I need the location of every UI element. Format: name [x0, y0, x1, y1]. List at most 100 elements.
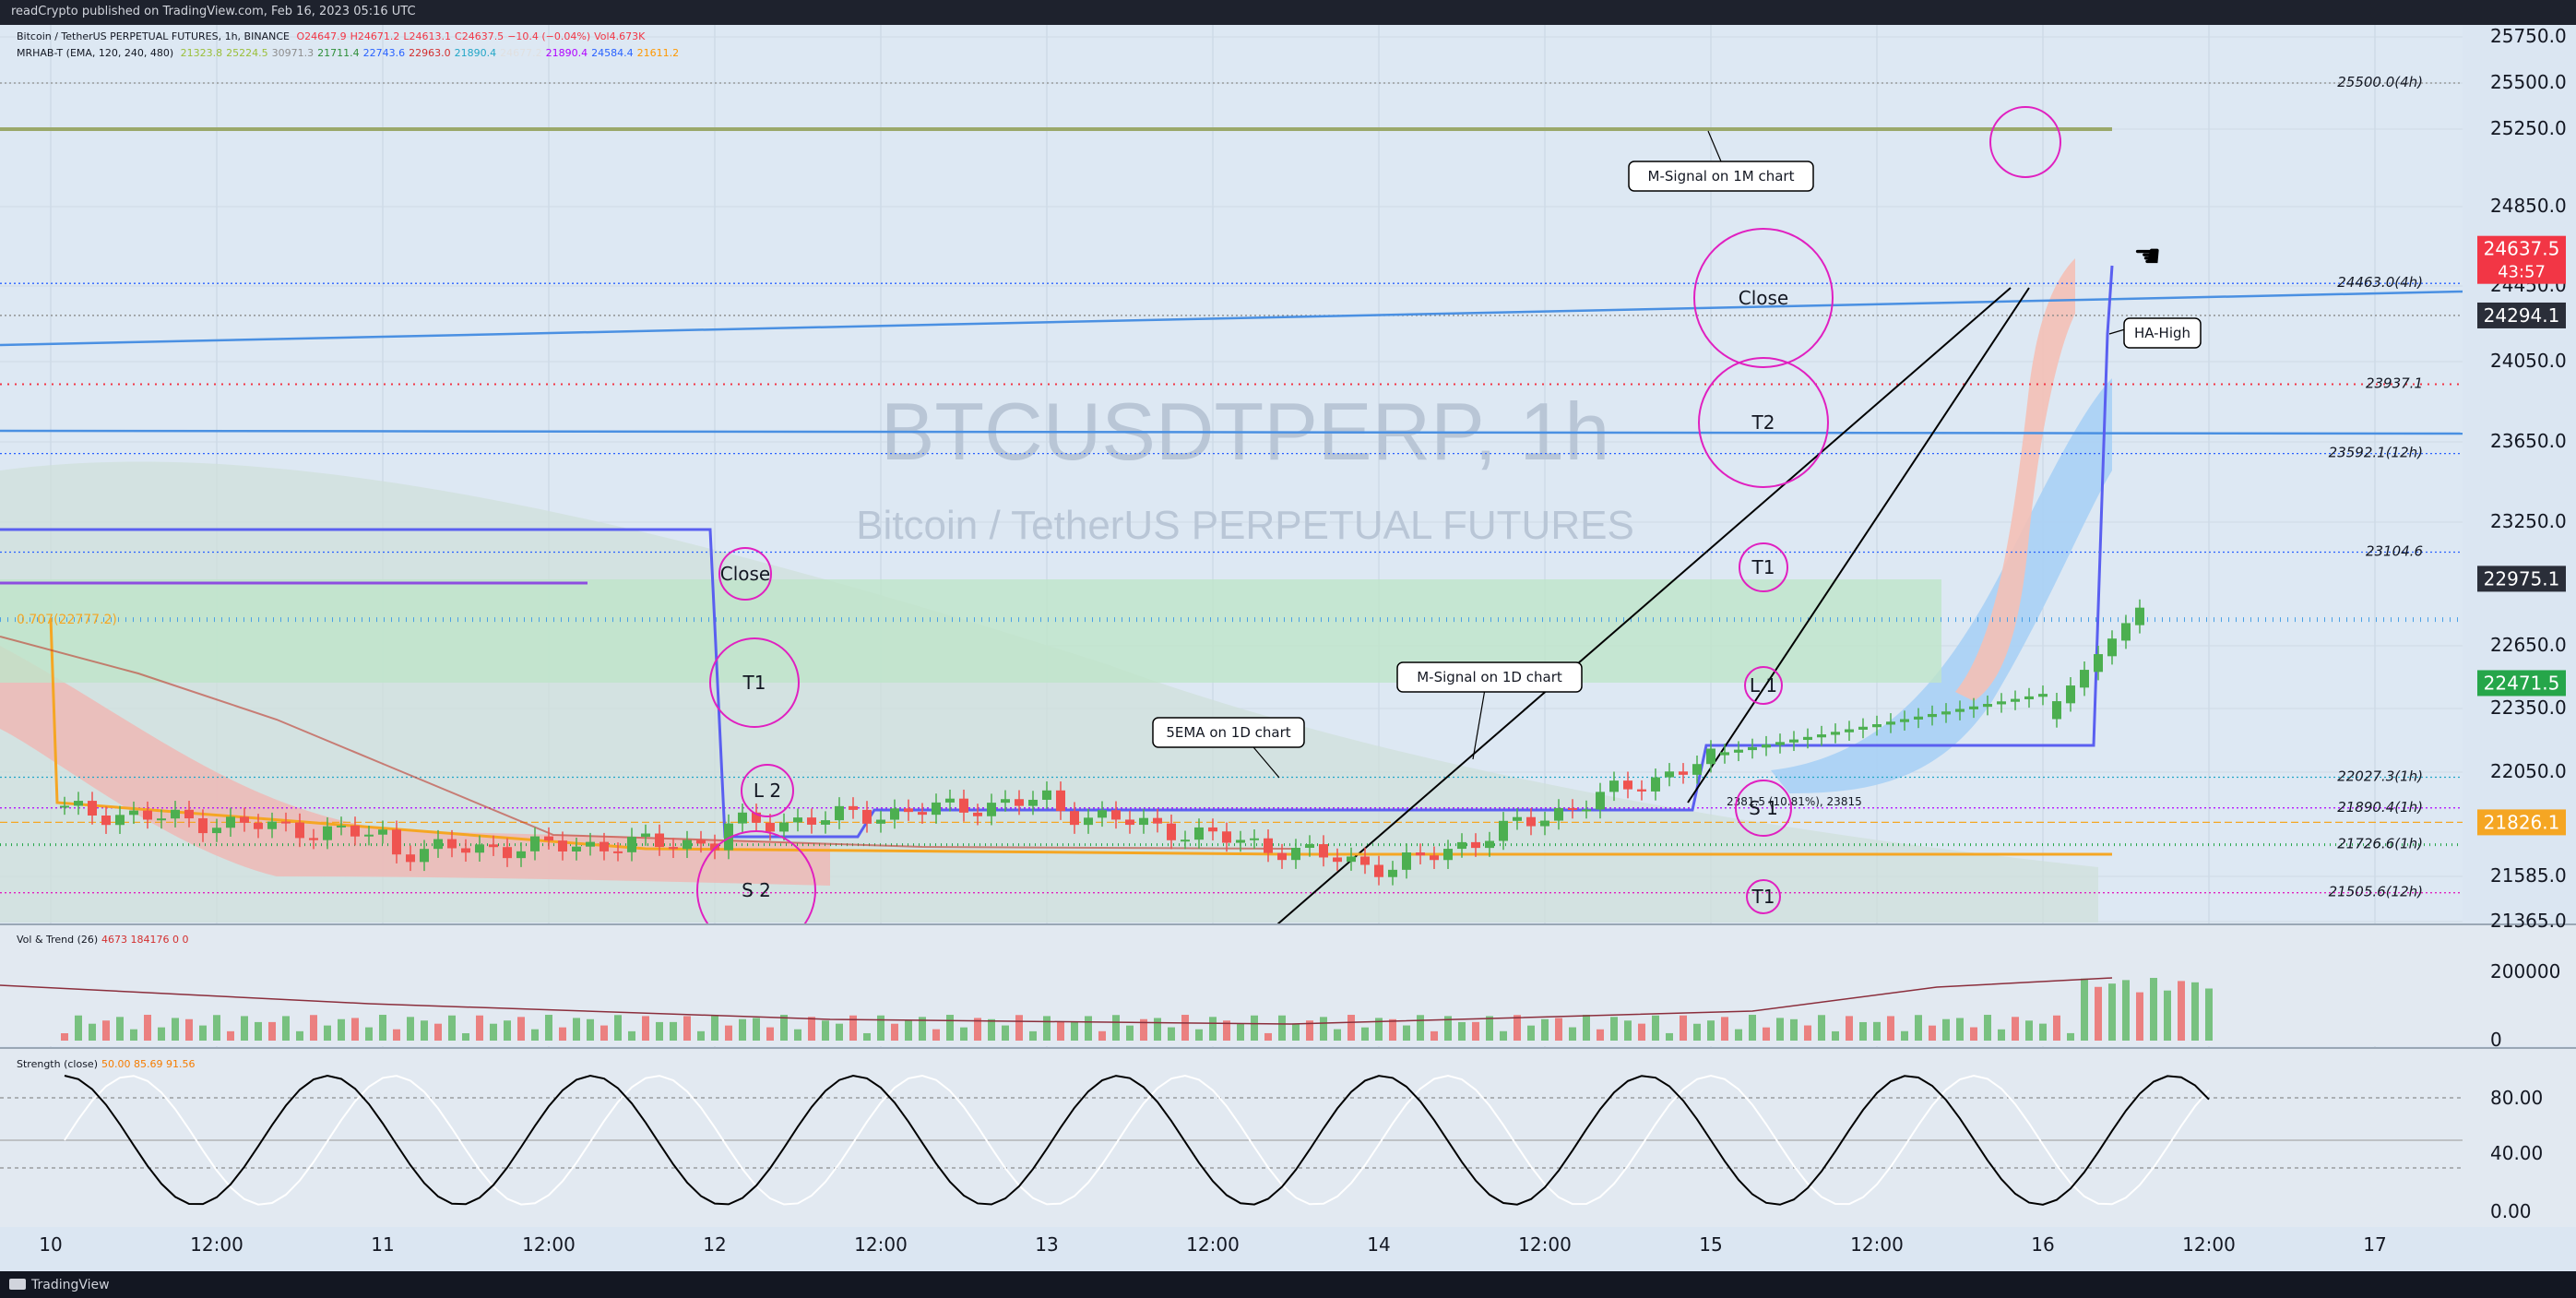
volume-bar [1763, 1027, 1770, 1041]
candle-body [1582, 809, 1591, 812]
candle-body [572, 846, 581, 851]
volume-bar [379, 1015, 386, 1041]
candle-body [115, 815, 125, 826]
price-badge-text: 24637.5 [2484, 238, 2560, 260]
arrow-line [1276, 287, 2012, 925]
candle-body [129, 810, 138, 816]
candle-body [641, 833, 650, 838]
volume-bar [2025, 1020, 2033, 1041]
volume-bar [241, 1016, 248, 1041]
volume-bar [1195, 1029, 1203, 1041]
volume-bar [628, 1030, 635, 1041]
candle-body [1872, 724, 1882, 728]
volume-bar [2012, 1017, 2019, 1041]
volume-bar [1846, 1016, 1853, 1041]
candle-body [1679, 771, 1688, 775]
volume-bar [1818, 1015, 1825, 1041]
candle-body [2024, 696, 2034, 700]
candle-body [1734, 749, 1743, 753]
volume-bar [559, 1027, 566, 1041]
time-tick: 16 [2031, 1233, 2054, 1256]
candle-body [1485, 840, 1494, 849]
candle-body [1789, 739, 1798, 743]
footer-bar: TradingView [0, 1271, 2576, 1298]
candle-body [447, 839, 457, 849]
volume-bar [393, 1029, 400, 1041]
indicator-value: 21890.4 [545, 47, 588, 59]
volume-bar [1126, 1025, 1134, 1041]
candle-body [406, 854, 415, 863]
callout-text: HA-High [2134, 325, 2190, 341]
volume-bar [1859, 1021, 1867, 1041]
candle-body [1084, 817, 1093, 826]
callout-text: M-Signal on 1M chart [1648, 168, 1795, 185]
volume-bar [2053, 1015, 2060, 1041]
candle-body [323, 826, 332, 840]
candle-body [364, 834, 374, 837]
callout-text: 5EMA on 1D chart [1166, 724, 1290, 741]
volume-bar [255, 1021, 262, 1041]
candle-body [627, 837, 636, 852]
strength-tick: 0.00 [2490, 1200, 2532, 1222]
price-badge-text: 21826.1 [2484, 811, 2560, 833]
volume-bar [1790, 1018, 1798, 1041]
candle-body [1125, 819, 1134, 826]
callout-text: M-Signal on 1D chart [1417, 669, 1562, 685]
volume-bar [365, 1027, 373, 1041]
volume-bar [1652, 1015, 1659, 1041]
trendline [0, 290, 2463, 347]
trendline [0, 429, 2463, 435]
volume-bar [102, 1020, 110, 1041]
volume-bar [1209, 1017, 1217, 1041]
candle-body [267, 821, 277, 829]
volume-bar [600, 1025, 608, 1041]
volume-bar [199, 1025, 207, 1041]
chart-canvas[interactable]: BTCUSDTPERP, 1h Bitcoin / TetherUS PERPE… [0, 25, 2576, 1271]
volume-bar [1458, 1021, 1466, 1041]
candle-body [932, 802, 941, 816]
volume-bar [517, 1017, 525, 1041]
volume-bar [877, 1015, 884, 1041]
time-tick: 12:00 [190, 1233, 243, 1256]
measure-label: 2381.5 (10.81%), 23815 [1727, 795, 1862, 808]
strength-tick: 40.00 [2490, 1142, 2543, 1164]
volume-bar [1430, 1030, 1438, 1041]
candle-body [683, 840, 692, 850]
price-badge-countdown: 43:57 [2498, 263, 2546, 282]
volume-bar [75, 1015, 82, 1041]
strength-white-line [64, 1074, 2210, 1206]
volume-bar [1597, 1029, 1604, 1041]
volume-bar [988, 1018, 995, 1041]
candle-body [226, 816, 235, 828]
circle-label: T2 [1751, 411, 1775, 434]
volume-bar [351, 1018, 359, 1041]
volume-bar [1071, 1021, 1078, 1041]
candle-body [1236, 840, 1245, 843]
volume-bar [1085, 1016, 1092, 1041]
candle-body [1250, 838, 1259, 840]
candle-body [420, 849, 429, 863]
hand-cursor-icon: ☚ [2133, 239, 2162, 274]
volume-bar [462, 1032, 469, 1041]
price-tick: 25250.0 [2490, 117, 2567, 139]
candle-body [1430, 855, 1439, 861]
volume-bar [683, 1016, 691, 1041]
volume-tick: 200000 [2490, 960, 2560, 982]
candle-body [2121, 623, 2131, 641]
candle-body [475, 844, 484, 853]
volume-bar [946, 1015, 954, 1041]
target-circle [1744, 666, 1783, 705]
callout-box [1628, 161, 1814, 192]
time-tick: 12:00 [2182, 1233, 2236, 1256]
circle-label: S 2 [742, 879, 771, 901]
volume-bar [2150, 978, 2157, 1041]
candle-body [1706, 748, 1715, 765]
volume-bar [116, 1017, 124, 1041]
candle-body [1858, 726, 1868, 730]
circle-label: T1 [1751, 886, 1775, 908]
candle-body [1762, 744, 1771, 748]
volume-bar [808, 1017, 815, 1041]
candle-body [254, 822, 263, 829]
volume-bar [504, 1020, 511, 1041]
time-tick: 12:00 [522, 1233, 576, 1256]
